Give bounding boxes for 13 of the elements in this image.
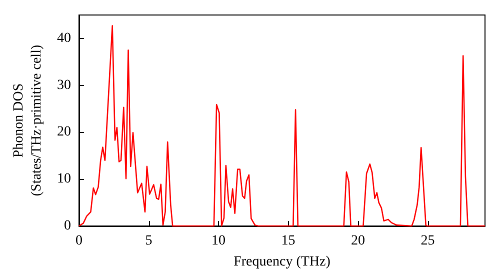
- y-tick-label: 20: [57, 124, 71, 140]
- x-tick-label: 15: [281, 234, 296, 248]
- x-tick-label: 5: [145, 234, 152, 248]
- x-axis-title: Frequency (THz): [234, 254, 331, 270]
- y-tick-label: 10: [57, 172, 71, 187]
- x-tick-label: 20: [351, 234, 366, 248]
- y-tick-label: 0: [64, 218, 71, 234]
- x-tick-label: 0: [76, 234, 82, 248]
- y-tick-label: 30: [57, 78, 71, 93]
- y-tick-label: 40: [57, 30, 71, 46]
- x-tick-label: 25: [420, 234, 435, 248]
- y-axis-title: Phonon DOS (States/THz·primitive cell): [12, 44, 45, 196]
- x-tick-label: 10: [212, 234, 226, 248]
